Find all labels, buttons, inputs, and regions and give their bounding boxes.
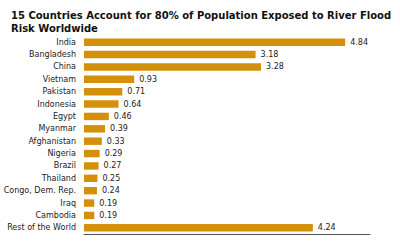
svg-text:0.19: 0.19 (99, 211, 117, 220)
svg-text:0.33: 0.33 (107, 137, 125, 146)
svg-text:Afghanistan: Afghanistan (28, 137, 76, 146)
svg-text:Rest of the World: Rest of the World (7, 223, 76, 232)
svg-text:Indonesia: Indonesia (37, 100, 76, 109)
svg-text:Iraq: Iraq (60, 199, 76, 208)
svg-text:0.19: 0.19 (99, 199, 117, 208)
svg-text:0.24: 0.24 (102, 186, 120, 195)
svg-text:Nigeria: Nigeria (47, 149, 76, 158)
svg-text:Egypt: Egypt (53, 112, 76, 121)
svg-text:0.64: 0.64 (124, 100, 142, 109)
svg-text:3.18: 3.18 (261, 50, 279, 59)
svg-text:India: India (56, 38, 76, 47)
svg-text:0.25: 0.25 (102, 174, 120, 183)
svg-text:0.71: 0.71 (127, 87, 145, 96)
svg-text:Risk Worldwide: Risk Worldwide (11, 23, 98, 34)
svg-text:Brazil: Brazil (54, 161, 76, 170)
svg-text:15 Countries Account for 80% o: 15 Countries Account for 80% of Populati… (11, 10, 395, 21)
svg-text:3.28: 3.28 (266, 62, 284, 71)
svg-text:0.93: 0.93 (139, 75, 157, 84)
svg-text:Vietnam: Vietnam (43, 75, 77, 84)
svg-text:0.39: 0.39 (110, 124, 128, 133)
svg-text:Myanmar: Myanmar (38, 124, 76, 133)
svg-text:0.29: 0.29 (105, 149, 123, 158)
svg-text:Thailand: Thailand (41, 174, 76, 183)
svg-text:0.46: 0.46 (114, 112, 132, 121)
svg-text:Bangladesh: Bangladesh (29, 50, 76, 59)
svg-text:4.84: 4.84 (350, 38, 368, 47)
svg-text:Pakistan: Pakistan (43, 87, 77, 96)
svg-text:4.24: 4.24 (318, 223, 336, 232)
svg-text:Cambodia: Cambodia (36, 211, 77, 220)
svg-text:Congo, Dem. Rep.: Congo, Dem. Rep. (4, 186, 76, 195)
svg-text:0.27: 0.27 (104, 161, 122, 170)
svg-text:China: China (53, 62, 76, 71)
